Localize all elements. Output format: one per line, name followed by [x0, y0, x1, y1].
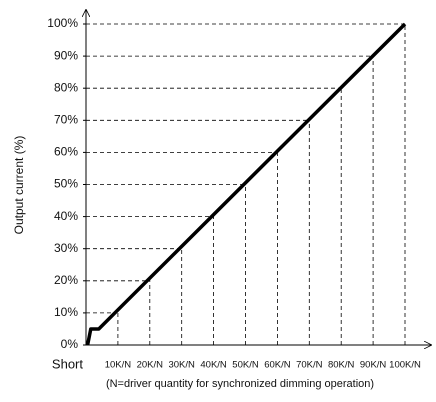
x-tick-label: 20K/N: [137, 360, 164, 371]
x-tick-label: 50K/N: [232, 360, 259, 371]
y-tick-label: 80%: [54, 80, 78, 94]
y-tick-label: 70%: [54, 112, 78, 126]
x-tick-label: 30K/N: [168, 360, 195, 371]
y-tick-label: 0%: [61, 337, 79, 351]
x-tick-label: 10K/N: [105, 360, 132, 371]
x-tick-label: 100K/N: [389, 360, 421, 371]
y-tick-label: 90%: [54, 48, 78, 62]
x-axis-label: (N=driver quantity for synchronized dimm…: [106, 378, 374, 390]
y-tick-label: 100%: [47, 16, 78, 30]
x-tick-label: 70K/N: [296, 360, 323, 371]
y-tick-label: 10%: [54, 305, 78, 319]
y-tick-label: 20%: [54, 273, 78, 287]
y-tick-label: 60%: [54, 145, 78, 159]
x-tick-label: 90K/N: [360, 360, 387, 371]
y-tick-label: 30%: [54, 241, 78, 255]
x-tick-label: 80K/N: [328, 360, 355, 371]
x-tick-label: 60K/N: [264, 360, 291, 371]
y-tick-label: 40%: [54, 209, 78, 223]
y-axis-label: Output current (%): [12, 136, 26, 235]
x-tick-label: 40K/N: [200, 360, 227, 371]
line: [85, 22, 407, 346]
x-tick-label: Short: [52, 356, 83, 371]
y-tick-label: 50%: [54, 177, 78, 191]
